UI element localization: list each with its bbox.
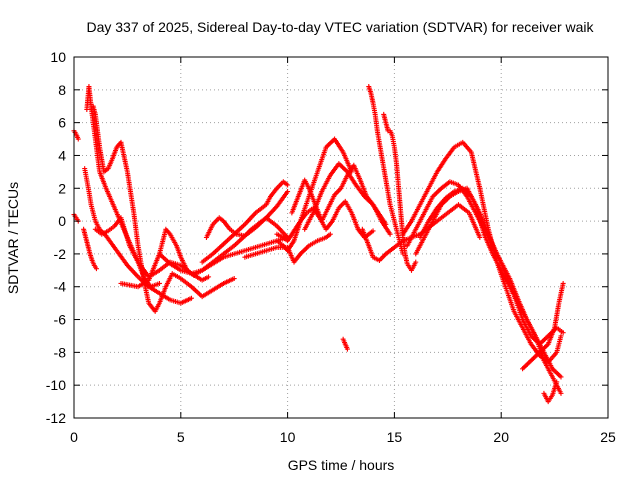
y-tick-label: 10	[50, 49, 66, 65]
grid	[74, 57, 608, 418]
axes: 0 5 10 15 20 25 -12 -10 -8 -6 -4 -2 0 2 4 6 8 10	[46, 49, 616, 445]
data-point	[558, 374, 564, 380]
series-25	[541, 379, 560, 405]
series-20	[400, 139, 564, 365]
data-point	[387, 231, 393, 237]
data-point	[231, 276, 237, 282]
data-point	[370, 228, 376, 234]
data-point	[327, 231, 333, 237]
y-axis-label: SDTVAR / TECUs	[5, 182, 21, 294]
series-15	[302, 161, 393, 237]
x-tick-label: 10	[280, 429, 296, 445]
data-point	[554, 379, 560, 385]
y-tick-label: -6	[54, 312, 67, 328]
x-tick-label: 25	[600, 429, 616, 445]
data-marks	[71, 84, 566, 405]
data-point	[558, 333, 564, 339]
data-point	[558, 390, 564, 396]
y-tick-label: 2	[58, 180, 66, 196]
series-9	[203, 215, 291, 240]
series-18	[381, 111, 419, 273]
y-tick-label: -8	[54, 344, 67, 360]
data-point	[560, 330, 566, 336]
series-10	[199, 179, 291, 265]
data-point	[285, 189, 291, 195]
x-tick-label: 5	[177, 429, 185, 445]
y-tick-label: 8	[58, 82, 66, 98]
data-point	[477, 235, 483, 240]
data-point	[156, 280, 162, 286]
y-tick-label: 4	[58, 147, 66, 163]
data-point	[188, 295, 194, 301]
x-tick-label: 20	[493, 429, 509, 445]
series-13	[274, 198, 376, 244]
y-tick-label: -12	[46, 410, 66, 426]
data-point	[285, 182, 291, 188]
y-tick-label: -4	[54, 279, 67, 295]
series-2	[81, 226, 99, 272]
y-tick-label: -2	[54, 246, 67, 262]
data-point	[413, 259, 419, 265]
series-16	[340, 336, 350, 352]
series-0	[71, 128, 81, 142]
y-tick-label: -10	[46, 377, 66, 393]
data-point	[206, 274, 212, 280]
series-3	[82, 166, 194, 306]
y-tick-label: 6	[58, 115, 66, 131]
x-tick-label: 15	[387, 429, 403, 445]
series-24	[520, 280, 566, 372]
data-point	[344, 346, 350, 352]
data-point	[560, 280, 566, 286]
plot-frame	[73, 56, 609, 419]
y-tick-label: 0	[58, 213, 66, 229]
chart-title: Day 337 of 2025, Sidereal Day-to-day VTE…	[86, 19, 594, 35]
series-23	[417, 185, 566, 347]
series-5	[88, 103, 237, 314]
x-axis-label: GPS time / hours	[288, 457, 395, 473]
data-point	[75, 136, 81, 142]
x-tick-label: 0	[70, 429, 78, 445]
data-point	[93, 266, 99, 272]
